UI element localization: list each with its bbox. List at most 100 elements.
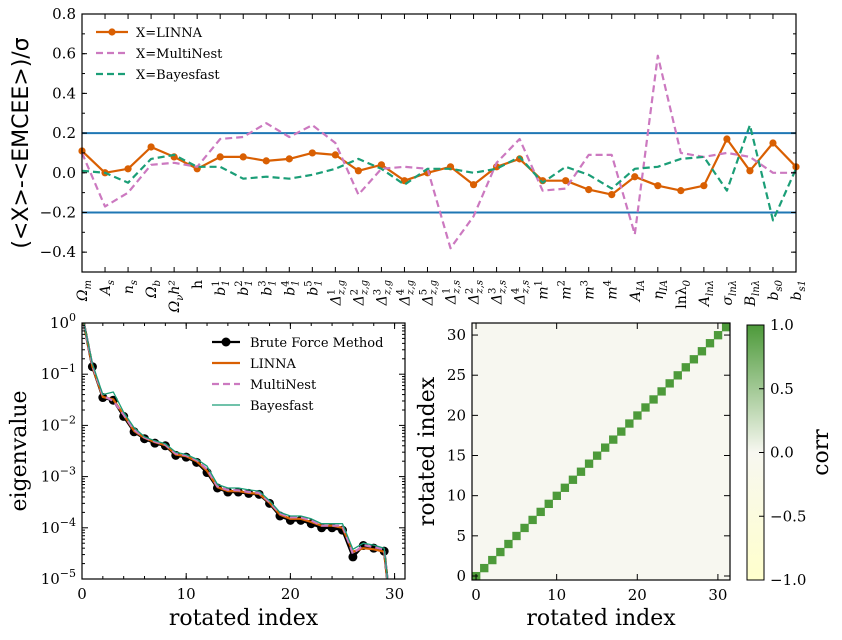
y-tick-label: 10 [447, 487, 466, 505]
heatmap-diagonal-cell [673, 371, 682, 380]
category-label-base: b [259, 287, 275, 296]
y-tick-label: 0.8 [52, 5, 76, 23]
category-label: AIA [628, 280, 647, 303]
category-label: Ωm [75, 280, 94, 302]
heatmap-diagonal-cell [617, 427, 626, 436]
heatmap-diagonal-cell [528, 515, 537, 525]
heatmap-diagonal-cell [609, 435, 618, 444]
data-point-0-25 [654, 182, 662, 190]
eigen-data-point-26 [348, 552, 358, 562]
category-label-sub: 1 [221, 280, 232, 286]
category-label-sup: 4 [603, 280, 614, 286]
category-label: Δ3z,s [488, 280, 509, 305]
category-label-base: Δ [374, 295, 390, 306]
legend-marker-0 [221, 337, 231, 347]
category-label: bs1 [789, 280, 808, 300]
category-label-sub: 1 [313, 280, 324, 286]
plot-frame [81, 13, 797, 273]
plot-area [82, 323, 389, 579]
category-label: m1 [534, 280, 552, 300]
category-label-base: Δ [444, 294, 460, 305]
category-label: Δ4z,s [511, 280, 532, 305]
category-label-base: b [236, 287, 252, 296]
category-label: m2 [557, 280, 575, 300]
y-tick-exponent: 0 [69, 311, 76, 324]
heatmap-diagonal-cell [633, 411, 642, 420]
y-tick-label: 0.4 [52, 84, 76, 102]
legend-marker-0 [108, 28, 116, 36]
heatmap-diagonal-cell [496, 547, 505, 557]
category-label-base: h [190, 280, 206, 289]
category-label-sub: z,g [428, 280, 439, 296]
data-point-0-17 [469, 181, 478, 189]
category-label-sub: z,s [452, 280, 463, 295]
heatmap-diagonal-cell [592, 451, 602, 460]
y-axis-label: eigenvalue [7, 390, 32, 511]
x-tick-label: 20 [281, 585, 300, 603]
category-label-base: m [605, 286, 621, 299]
category-label-sup: 2 [465, 288, 476, 294]
colorbar-tick-label: 0.0 [770, 444, 794, 462]
data-point-0-3 [147, 143, 155, 151]
y-tick-label: 10−2 [41, 413, 76, 434]
category-label: Δ3z,g [372, 280, 393, 306]
heatmap-diagonal-cell [536, 507, 545, 517]
heatmap-diagonal-cell [641, 403, 650, 412]
heatmap-diagonal-cell [544, 499, 553, 509]
category-label-base: A [697, 296, 713, 308]
category-label-sub: s [106, 280, 117, 285]
data-point-0-9 [285, 155, 293, 163]
colorbar-label: corr [809, 429, 834, 476]
category-label: Ωνh² [167, 280, 186, 314]
category-label-base: n [121, 285, 137, 294]
category-label: Δ2z,s [465, 280, 486, 305]
category-label-sub: lnλ [751, 280, 762, 296]
category-label-base: b [213, 287, 229, 296]
data-point-0-22 [585, 186, 593, 194]
category-label-sub: z,s [521, 280, 532, 295]
legend-entry: MultiNest [250, 378, 317, 393]
category-label-base: Ω [144, 286, 160, 299]
x-axis-label: rotated index [526, 606, 676, 631]
y-tick-exponent: −5 [60, 567, 76, 580]
category-label: b21 [234, 280, 255, 296]
y-tick-base: 10 [41, 416, 60, 434]
legend-entry: X=MultiNest [136, 47, 223, 62]
category-label-base: m [559, 286, 575, 299]
category-label-base: η [651, 291, 667, 300]
x-tick-label: 20 [628, 586, 647, 604]
data-point-0-6 [216, 153, 224, 161]
category-label-sup: 5 [303, 280, 314, 286]
category-label-base: Δ [328, 295, 344, 306]
category-label-sub: ν [175, 295, 186, 301]
y-tick-base: 10 [41, 519, 60, 537]
category-label-base: b [305, 287, 321, 296]
category-label-sub: b [152, 280, 163, 286]
y-tick-exponent: −4 [60, 516, 76, 529]
category-label-base: A [98, 285, 114, 297]
category-label-base: Ω [167, 300, 183, 313]
category-label: ηIA [651, 280, 670, 300]
category-label-sub: IA [659, 280, 670, 292]
category-label: Alnλ [697, 280, 716, 308]
y-tick-label: 25 [447, 366, 466, 384]
x-axis-label: rotated index [169, 606, 319, 631]
category-label-base: b [766, 291, 782, 300]
category-label-sub: 1 [267, 280, 278, 286]
heatmap-diagonal-cell [576, 467, 586, 476]
category-label: m4 [603, 280, 621, 300]
category-label-base: σ [720, 296, 736, 306]
category-label: h [190, 280, 206, 289]
y-tick-base: 10 [41, 570, 60, 588]
category-label-base: Δ [397, 295, 413, 306]
x-tick-label: 0 [77, 585, 87, 603]
category-label-sub: lnλ [728, 280, 739, 296]
heatmap-diagonal-cell [721, 323, 731, 332]
category-label-sup: 1 [326, 289, 337, 295]
y-tick-label: 0.6 [52, 45, 76, 63]
category-label: ns [121, 280, 140, 294]
category-label-base: Ω [75, 289, 91, 302]
heatmap-diagonal-cell [560, 483, 570, 492]
